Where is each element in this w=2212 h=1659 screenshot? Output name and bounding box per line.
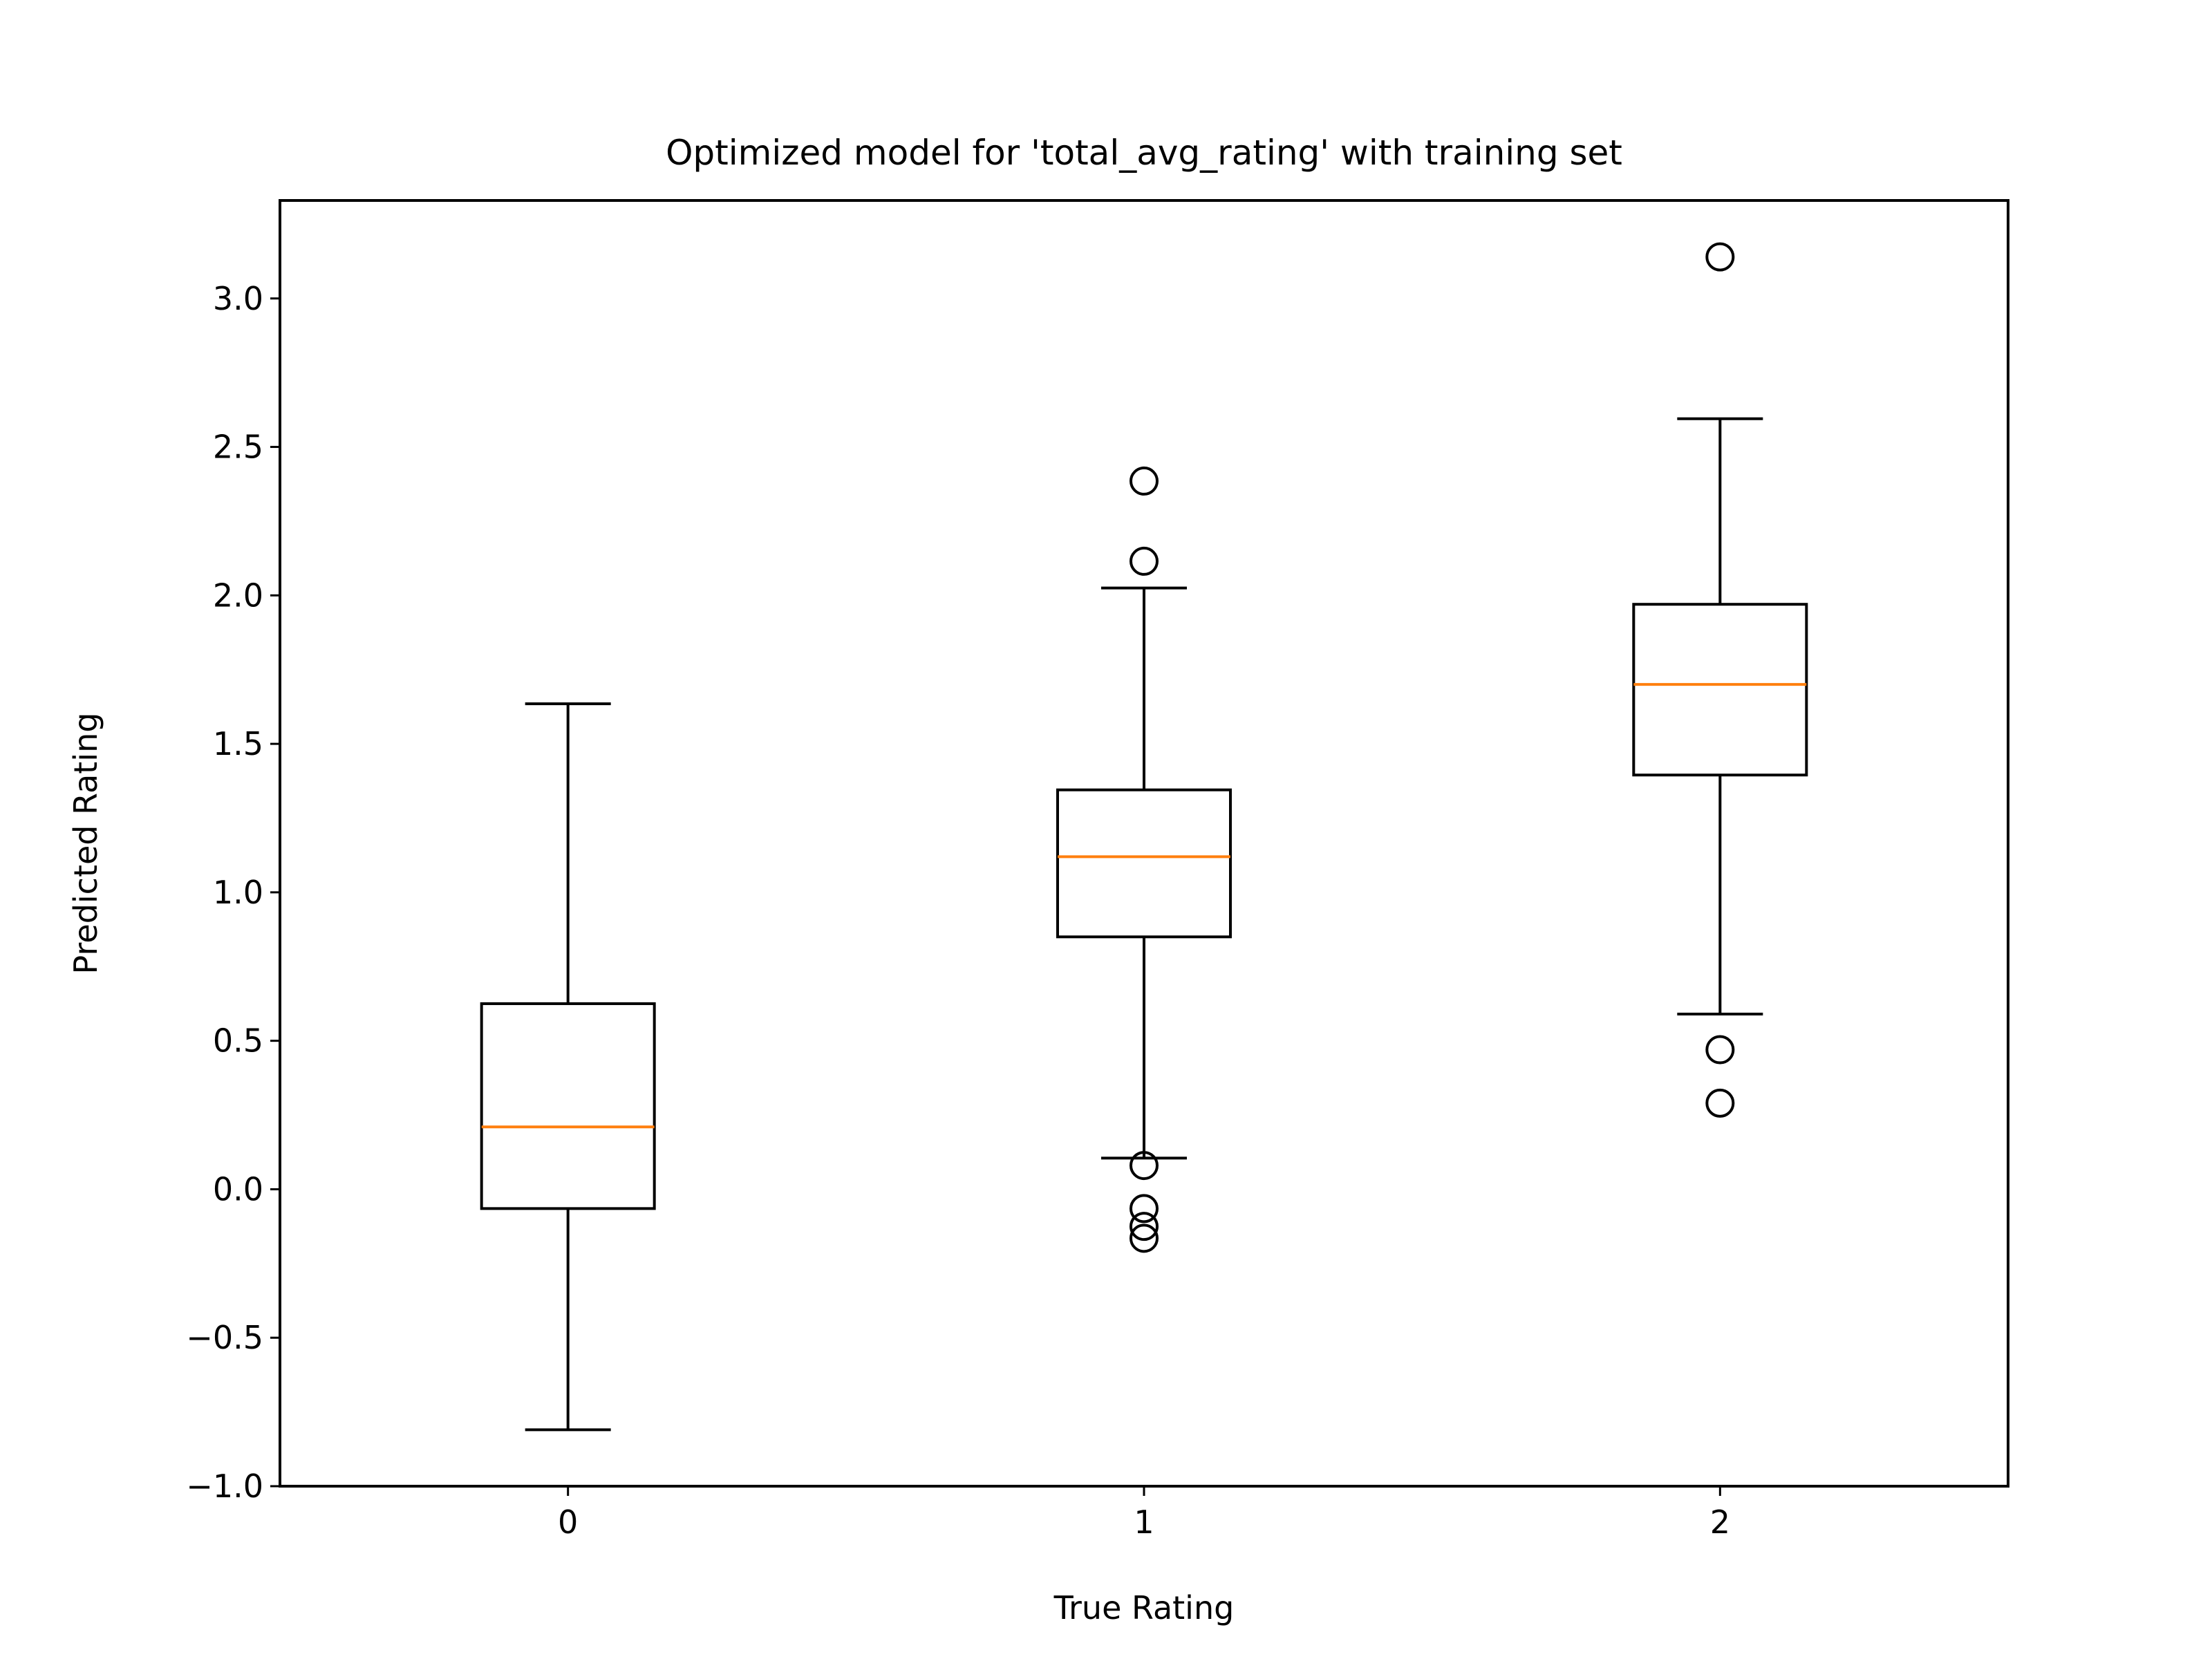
- x-tick-label: 0: [558, 1503, 578, 1541]
- box-group-0: [480, 702, 656, 1432]
- outlier-point: [1130, 1212, 1159, 1241]
- outlier-point: [1130, 1194, 1159, 1224]
- x-tick-label: 2: [1710, 1503, 1730, 1541]
- y-tick-label: −0.5: [186, 1319, 263, 1356]
- y-tick-label: 0.0: [213, 1170, 263, 1208]
- outlier-point: [1705, 1088, 1735, 1118]
- outlier-point: [1130, 466, 1159, 496]
- x-axis: 0 1 2: [558, 1486, 1730, 1541]
- box-group-2: [1632, 242, 1808, 1118]
- box-iqr: [480, 1002, 656, 1210]
- y-tick-label: 2.5: [213, 429, 263, 466]
- y-tick-label: 1.0: [213, 874, 263, 911]
- plot-area: [480, 242, 1808, 1432]
- axes-frame: [279, 199, 2009, 1488]
- x-axis-label: True Rating: [1053, 1589, 1235, 1627]
- outlier-point: [1130, 1224, 1159, 1253]
- y-tick-label: 0.5: [213, 1022, 263, 1060]
- outlier-point: [1705, 1035, 1735, 1065]
- chart-title: Optimized model for 'total_avg_rating' w…: [666, 133, 1622, 173]
- outlier-point: [1705, 242, 1735, 272]
- y-axis-label: Predicted Rating: [67, 713, 104, 975]
- outlier-point: [1130, 1151, 1159, 1181]
- x-tick-label: 1: [1134, 1503, 1154, 1541]
- box-iqr: [1056, 788, 1232, 939]
- y-tick-label: 1.5: [213, 725, 263, 762]
- y-axis: −1.0 −0.5 0.0 0.5 1.0 1.5 2.0 2.5 3.0: [186, 280, 280, 1505]
- y-tick-label: 3.0: [213, 280, 263, 317]
- box-iqr: [1632, 603, 1808, 777]
- box-group-1: [1056, 466, 1232, 1253]
- y-tick-label: −1.0: [186, 1468, 263, 1505]
- outlier-point: [1130, 546, 1159, 576]
- y-tick-label: 2.0: [213, 577, 263, 614]
